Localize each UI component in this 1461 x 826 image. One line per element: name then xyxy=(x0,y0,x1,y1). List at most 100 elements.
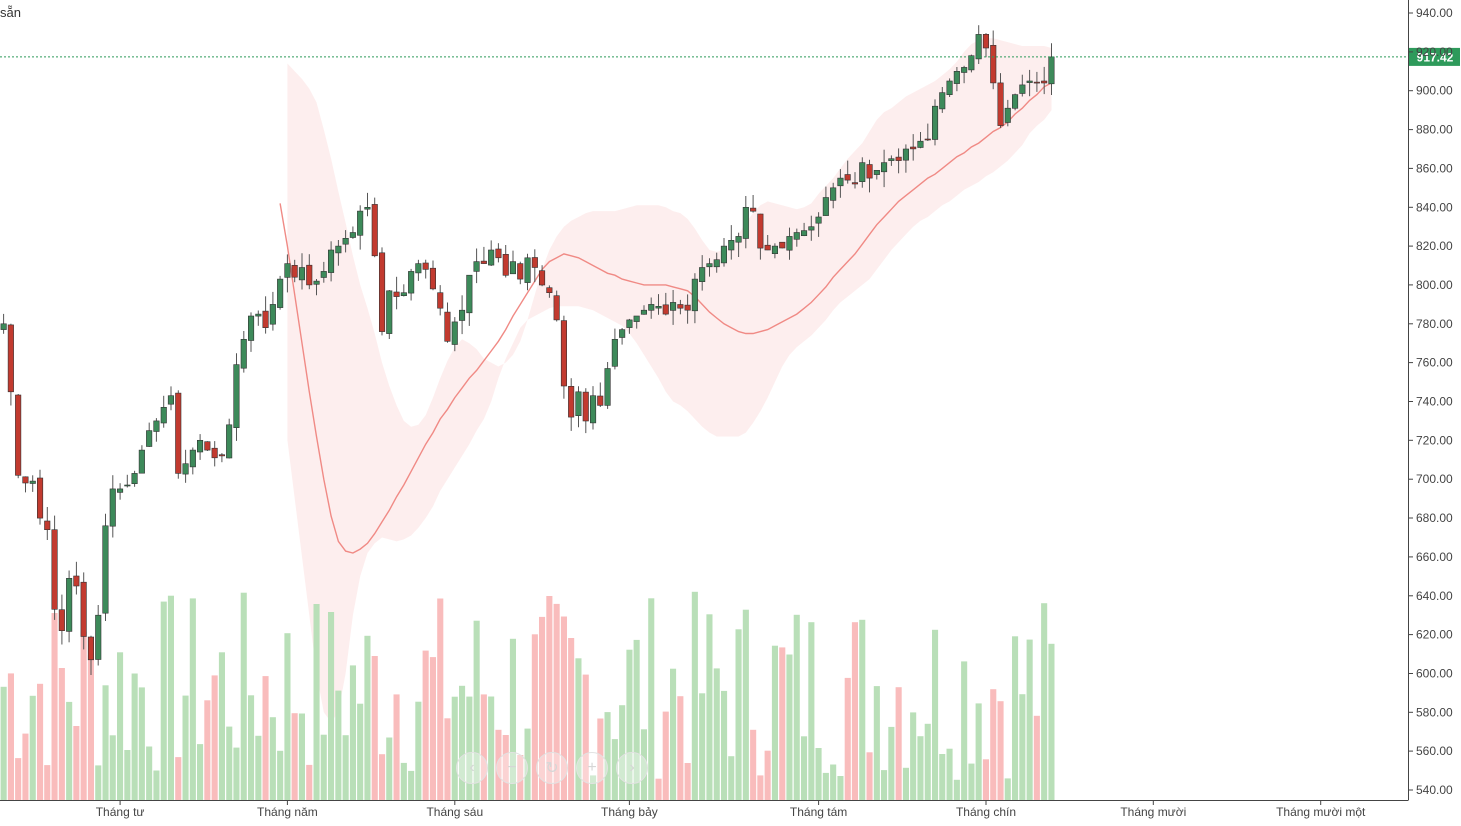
volume-bar xyxy=(233,747,240,800)
reset-button[interactable]: ↻ xyxy=(536,752,568,784)
candle-body xyxy=(146,430,153,447)
candle-up xyxy=(735,232,742,257)
volume-bar xyxy=(87,655,94,800)
candle-body xyxy=(29,480,36,484)
volume-bar xyxy=(721,690,728,800)
volume-bar xyxy=(371,656,378,800)
volume-bar xyxy=(815,748,822,800)
volume-bar xyxy=(291,713,298,800)
candle-up xyxy=(859,157,866,188)
y-tick-label: 540.00 xyxy=(1416,783,1453,797)
volume-bar xyxy=(997,701,1004,800)
candle-up xyxy=(124,474,131,488)
volume-bar xyxy=(691,591,698,800)
candle-down xyxy=(1041,66,1048,95)
candle-body xyxy=(837,177,844,187)
y-tick-label: 620.00 xyxy=(1416,628,1453,642)
volume-bar xyxy=(102,685,109,800)
volume-bar xyxy=(953,779,960,800)
volume-bar xyxy=(982,759,989,800)
candle-body xyxy=(320,271,327,278)
candle-body xyxy=(153,420,160,432)
chart-top-label: sẵn xyxy=(0,5,21,20)
candle-body xyxy=(422,262,429,270)
volume-bar xyxy=(51,613,58,800)
volume-bar xyxy=(648,598,655,800)
candle-up xyxy=(968,54,975,73)
candle-up xyxy=(931,99,939,146)
y-tick-label: 800.00 xyxy=(1416,278,1453,292)
candle-body xyxy=(779,241,786,249)
volume-bar xyxy=(248,695,255,800)
candle-body xyxy=(793,232,800,240)
zoom-in-button[interactable]: + xyxy=(576,752,608,784)
candle-body xyxy=(364,207,371,210)
volume-bar xyxy=(197,744,204,800)
candle-body xyxy=(604,368,611,406)
candle-body xyxy=(306,264,313,286)
candle-up xyxy=(160,395,167,428)
volume-bar xyxy=(73,726,80,800)
candle-body xyxy=(1019,84,1026,94)
candle-up xyxy=(720,238,728,267)
candle-body xyxy=(982,33,990,49)
candle-body xyxy=(291,264,298,278)
candle-body xyxy=(531,257,538,268)
candle-body xyxy=(502,254,509,276)
volume-bar xyxy=(429,657,436,800)
volume-bar xyxy=(175,757,182,800)
x-tick-label: Tháng năm xyxy=(257,805,318,819)
candle-down xyxy=(291,259,298,283)
candle-up xyxy=(66,570,73,643)
candle-down xyxy=(87,635,94,675)
candle-down xyxy=(480,246,487,264)
candle-body xyxy=(953,71,960,84)
volume-bar xyxy=(437,598,444,800)
candle-up xyxy=(473,248,480,284)
candle-body xyxy=(728,240,735,251)
scroll-right-button[interactable]: › xyxy=(616,752,648,784)
volume-bar xyxy=(342,735,349,800)
volume-bar xyxy=(66,701,73,800)
volume-bar xyxy=(146,746,153,800)
volume-bar xyxy=(560,616,567,800)
candle-body xyxy=(1026,80,1033,83)
candle-down xyxy=(371,197,378,258)
volume-bar xyxy=(873,686,880,800)
candle-down xyxy=(1033,71,1040,92)
volume-bar xyxy=(109,735,116,800)
zoom-out-button[interactable]: − xyxy=(496,752,528,784)
volume-bar xyxy=(335,690,342,800)
candle-body xyxy=(189,449,196,468)
candle-up xyxy=(575,386,582,428)
candle-body xyxy=(611,338,618,367)
volume-bar xyxy=(0,686,7,800)
candle-body xyxy=(538,270,546,286)
volume-bar xyxy=(917,736,924,800)
volume-bar xyxy=(837,776,844,800)
candle-up xyxy=(255,310,262,326)
volume-bar xyxy=(844,677,851,800)
volume-bar xyxy=(7,673,14,800)
candle-up xyxy=(626,318,633,334)
candle-down xyxy=(429,260,437,291)
candle-up xyxy=(1011,93,1019,111)
candle-body xyxy=(648,304,655,311)
volume-bar xyxy=(568,638,575,800)
candle-body xyxy=(488,249,495,266)
scroll-left-button[interactable]: ‹ xyxy=(456,752,488,784)
candle-body xyxy=(1048,56,1055,85)
candle-body xyxy=(80,581,87,637)
candle-up xyxy=(102,513,109,621)
candle-up xyxy=(269,291,276,331)
candle-up xyxy=(975,25,982,64)
bollinger-band-layer xyxy=(287,38,1052,723)
candle-body xyxy=(138,449,145,474)
y-tick-label: 940.00 xyxy=(1416,6,1453,20)
volume-bar xyxy=(357,703,364,800)
candle-body xyxy=(902,148,910,161)
volume-bar xyxy=(655,778,662,800)
volume-bar xyxy=(859,619,866,800)
